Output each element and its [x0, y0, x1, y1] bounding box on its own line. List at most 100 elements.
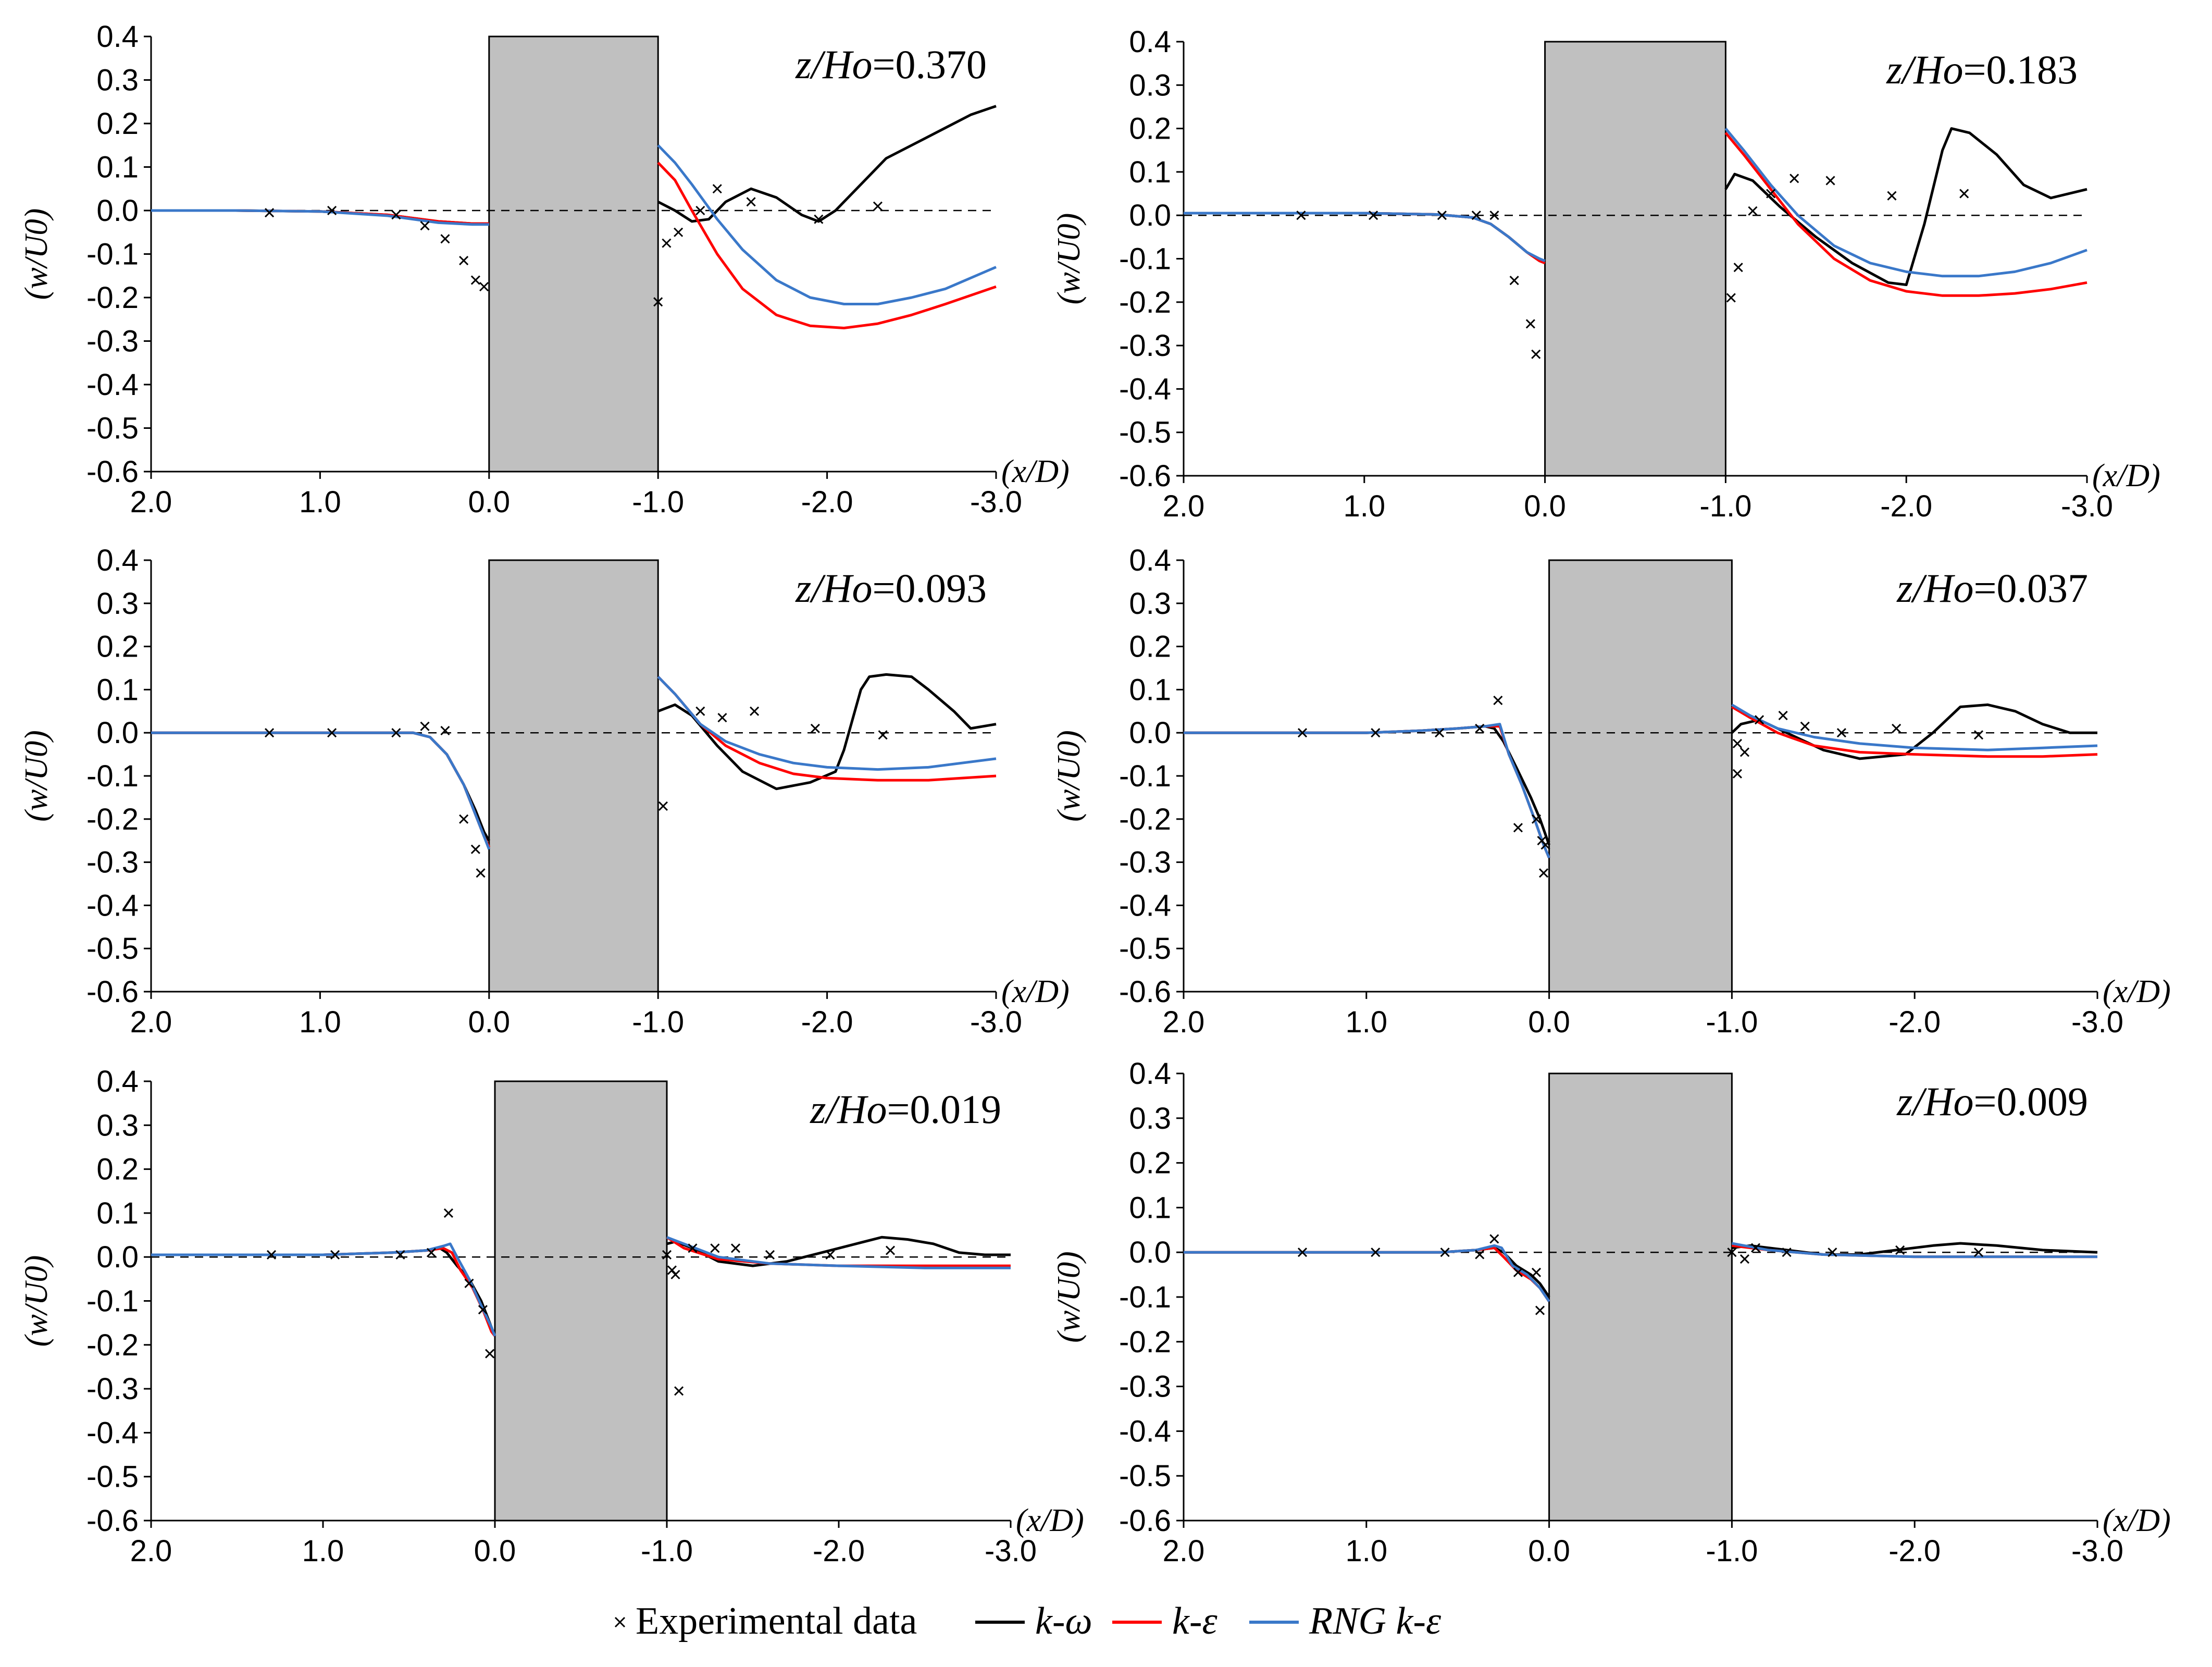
y-tick-label: 0.0 — [1129, 1236, 1171, 1269]
experimental-point — [730, 1243, 741, 1253]
y-tick-label: 0.1 — [96, 151, 139, 184]
y-tick-label: 0.2 — [96, 1153, 139, 1187]
x-tick-label: 0.0 — [1528, 1534, 1570, 1568]
experimental-point — [1371, 1248, 1381, 1257]
y-tick-label: -0.2 — [1119, 802, 1171, 836]
experimental-point — [1525, 319, 1535, 329]
y-tick-label: -0.2 — [86, 1328, 139, 1362]
experimental-point — [1733, 263, 1743, 273]
series-line-rng-k- — [1184, 723, 1550, 859]
series-line-rng-k- — [657, 144, 997, 305]
y-tick-label: 0.3 — [1129, 587, 1171, 621]
experimental-point — [440, 725, 450, 736]
experimental-point — [1727, 1248, 1737, 1257]
x-tick-label: 1.0 — [302, 1534, 344, 1568]
experimental-point — [1732, 738, 1742, 748]
experimental-point — [440, 234, 450, 244]
experimental-point — [1475, 1250, 1485, 1259]
experimental-point — [1739, 747, 1750, 757]
y-tick-label: -0.3 — [1119, 846, 1171, 880]
series-line-rng-k- — [1731, 1242, 2097, 1258]
y-tick-label: 0.1 — [1129, 1191, 1171, 1225]
experimental-point — [653, 297, 663, 307]
series-line-k- — [657, 162, 997, 329]
obstacle-block — [488, 35, 659, 473]
y-tick-label: -0.2 — [86, 281, 139, 315]
legend-marker-icon — [614, 1616, 626, 1628]
panel-label: z/Ho=0.009 — [1896, 1079, 2088, 1124]
y-tick-label: 0.3 — [96, 587, 139, 621]
y-tick-label: 0.0 — [96, 194, 139, 228]
y-tick-label: -0.2 — [86, 802, 139, 836]
chart-panels: 0.40.30.20.10.0-0.1-0.2-0.3-0.4-0.5-0.62… — [19, 20, 2171, 1568]
x-tick-label: 0.0 — [1528, 1005, 1570, 1039]
obstacle-block — [1548, 559, 1733, 993]
experimental-point — [1790, 174, 1799, 183]
chart-panel-3: 0.4 0.3 0.2 0.1 0.0 -0.1 -0.2 -0.3 -0.4 -0.5 -0.62… — [19, 544, 1070, 1039]
y-tick-label: -0.1 — [86, 238, 139, 271]
experimental-point — [1973, 1248, 1984, 1257]
legend-label: Experimental data — [636, 1600, 917, 1643]
x-tick-label: -3.0 — [985, 1534, 1037, 1568]
y-tick-label: -0.6 — [1119, 459, 1171, 493]
x-axis-label: (x/D) — [2103, 974, 2171, 1009]
y-tick-label: 0.0 — [1129, 716, 1171, 750]
experimental-point — [1297, 728, 1308, 738]
series-line-rng-k- — [1184, 212, 1546, 263]
experimental-point — [658, 801, 668, 811]
experimental-point — [330, 1250, 340, 1260]
x-tick-label: -2.0 — [801, 485, 853, 519]
experimental-point — [420, 721, 430, 731]
experimental-point — [1435, 728, 1445, 738]
panel-label: z/Ho=0.037 — [1896, 565, 2088, 611]
series-line-k- — [1724, 127, 2087, 286]
experimental-point — [670, 1269, 680, 1279]
experimental-point — [1489, 1234, 1499, 1244]
x-axis-label: (x/D) — [1001, 974, 1070, 1009]
y-tick-label: -0.1 — [86, 1285, 139, 1318]
series-line-rng-k- — [151, 209, 489, 226]
x-tick-label: 2.0 — [1163, 1534, 1205, 1568]
y-tick-label: 0.3 — [1129, 68, 1171, 102]
series-line-k- — [657, 673, 997, 791]
x-tick-label: 0.0 — [468, 485, 510, 519]
experimental-point — [1732, 769, 1742, 779]
x-tick-label: -3.0 — [2071, 1005, 2123, 1039]
experimental-point — [1739, 1254, 1750, 1264]
x-tick-label: 2.0 — [130, 1005, 172, 1039]
x-tick-label: -2.0 — [1880, 489, 1932, 523]
experimental-point — [810, 723, 820, 733]
chart-panel-6: 0.4 0.3 0.2 0.1 0.0 -0.1 -0.2 -0.3 -0.4 -0.5 -0.62… — [1051, 1057, 2171, 1568]
y-tick-label: -0.6 — [86, 1504, 139, 1538]
y-tick-label: -0.5 — [1119, 1459, 1171, 1493]
y-axis-label: (w/U0) — [1051, 730, 1087, 822]
experimental-point — [1778, 711, 1788, 721]
y-tick-label: -0.5 — [86, 412, 139, 446]
obstacle-block — [488, 559, 659, 993]
experimental-point — [1297, 1248, 1308, 1257]
experimental-point — [1531, 349, 1541, 359]
experimental-point — [1509, 276, 1519, 286]
experimental-point — [327, 205, 337, 216]
y-tick-label: 0.2 — [96, 630, 139, 664]
legend-label: k-ω — [1035, 1600, 1092, 1643]
series-line-k- — [657, 105, 997, 223]
y-tick-label: 0.2 — [1129, 1146, 1171, 1180]
y-tick-label: 0.1 — [96, 673, 139, 707]
experimental-point — [873, 201, 883, 211]
y-tick-label: -0.3 — [86, 1372, 139, 1406]
obstacle-block — [1544, 41, 1726, 477]
experimental-point — [662, 238, 672, 248]
x-tick-label: 0.0 — [474, 1534, 516, 1568]
experimental-point — [1836, 728, 1846, 738]
experimental-point — [1437, 211, 1447, 220]
y-axis-label: (w/U0) — [19, 730, 54, 822]
experimental-point — [470, 275, 480, 285]
experimental-point — [1959, 189, 1969, 199]
y-tick-label: 0.2 — [1129, 112, 1171, 146]
experimental-point — [765, 1250, 775, 1260]
series-line-k- — [1731, 706, 2098, 758]
experimental-point — [1766, 189, 1776, 199]
experimental-point — [1892, 723, 1902, 733]
y-tick-label: 0.4 — [1129, 25, 1171, 59]
